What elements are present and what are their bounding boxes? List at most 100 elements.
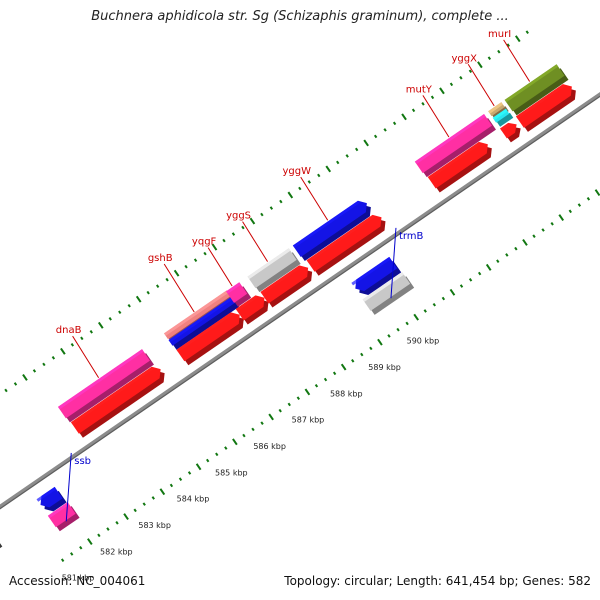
cds-yggS-highlight <box>260 265 301 295</box>
gene-yqgF <box>226 282 248 303</box>
backbone-line <box>0 91 600 509</box>
minor-tick <box>392 121 397 126</box>
cds-yqgF-highlight <box>235 295 258 312</box>
minor-tick <box>60 558 65 563</box>
minor-tick <box>260 421 264 425</box>
backbone <box>0 91 600 510</box>
major-tick <box>211 243 218 251</box>
minor-tick <box>115 521 119 525</box>
minor-tick <box>278 408 282 413</box>
minor-tick <box>127 303 131 308</box>
minor-tick <box>296 396 301 401</box>
minor-tick <box>70 552 74 556</box>
minor-tick <box>155 284 160 289</box>
callout-trmB <box>390 227 397 299</box>
minor-tick <box>387 334 391 338</box>
callout-yggX <box>467 63 495 107</box>
callout-mutY <box>422 95 450 138</box>
major-tick <box>195 463 202 471</box>
minor-tick <box>421 102 425 106</box>
kbp-tick-label: 582 kbp <box>100 547 133 556</box>
minor-tick <box>405 321 409 326</box>
major-tick <box>123 513 129 521</box>
map-title: Buchnera aphidicola str. Sg (Schizaphis … <box>91 9 509 24</box>
major-tick <box>449 288 456 296</box>
minor-tick <box>459 75 463 80</box>
minor-tick <box>4 388 8 393</box>
minor-tick <box>449 82 454 87</box>
minor-tick <box>396 327 400 332</box>
minor-tick <box>108 316 112 321</box>
minor-tick <box>80 336 84 341</box>
minor-tick <box>118 310 122 315</box>
gene-label-mutY: mutY <box>406 84 433 95</box>
kbp-tick-label: 581 kbp <box>62 574 95 583</box>
minor-tick <box>568 209 572 214</box>
minor-tick <box>468 278 473 282</box>
cds-yqgF <box>235 295 265 321</box>
minor-tick <box>97 533 101 538</box>
minor-tick <box>89 329 93 334</box>
major-tick <box>232 438 238 446</box>
minor-tick <box>242 433 246 438</box>
kbp-tick-label: 590 kbp <box>407 337 440 346</box>
minor-tick <box>383 128 387 132</box>
callout-ssb <box>65 452 72 522</box>
minor-tick <box>178 477 183 482</box>
minor-tick <box>215 452 219 457</box>
gene-trmB-lower <box>362 272 411 311</box>
gene-gshB-upper-highlight <box>164 290 229 336</box>
major-tick <box>249 217 256 225</box>
callout-murI <box>503 39 531 82</box>
gene-label-ssb: ssb <box>74 456 91 467</box>
major-tick <box>287 191 294 199</box>
kbp-tick-label: 586 kbp <box>253 442 286 451</box>
major-tick <box>159 488 166 496</box>
callout-yggS <box>242 221 268 262</box>
minor-tick <box>360 352 364 357</box>
major-tick <box>87 538 93 545</box>
minor-tick <box>133 508 137 513</box>
callout-yqgF <box>207 247 233 287</box>
cds-yggS <box>260 265 309 304</box>
cds-mutY-highlight <box>427 141 481 180</box>
major-tick <box>60 347 66 355</box>
major-tick <box>97 321 104 329</box>
gene-yggS <box>247 248 297 289</box>
gene-label-yqgF: yqgF <box>192 237 217 248</box>
minor-tick <box>298 186 302 191</box>
callout-gshB <box>163 263 195 313</box>
minor-tick <box>323 377 328 382</box>
minor-tick <box>70 343 75 347</box>
cds-gshB-highlight <box>176 312 233 353</box>
major-tick <box>413 313 419 321</box>
minor-tick <box>287 402 291 407</box>
minor-tick <box>224 446 228 450</box>
cds-murI-highlight <box>515 84 565 119</box>
gene-labels: dnaB gshB yqgF yggS yggW mutY yggX murI trmB ssb <box>56 29 531 522</box>
scale-ticks <box>4 30 600 563</box>
minor-tick <box>351 359 355 363</box>
cds-gshB <box>176 312 240 362</box>
gene-yggW-highlight <box>292 200 360 248</box>
gene-yggS-highlight <box>247 248 291 280</box>
gene-gshB-side <box>172 300 240 350</box>
gene-trmB-highlight <box>351 256 391 286</box>
minor-tick <box>577 203 582 207</box>
kbp-tick-label: 584 kbp <box>177 495 210 504</box>
minor-tick <box>525 30 529 34</box>
minor-tick <box>184 264 188 269</box>
minor-tick <box>369 346 373 351</box>
minor-tick <box>241 225 245 230</box>
gene-gshB-highlight <box>168 296 233 343</box>
gene-ssb <box>40 486 63 508</box>
accession-text: Accession: NC_004061 <box>9 574 146 588</box>
callout-dnaB <box>72 335 100 379</box>
gene-ssb-lower <box>47 502 76 528</box>
kbp-tick-label: 583 kbp <box>138 521 171 530</box>
gene-left-edge-reverse-side <box>0 543 3 549</box>
gene-dnaB <box>57 349 150 419</box>
major-tick <box>594 189 600 197</box>
minor-tick <box>279 199 283 204</box>
